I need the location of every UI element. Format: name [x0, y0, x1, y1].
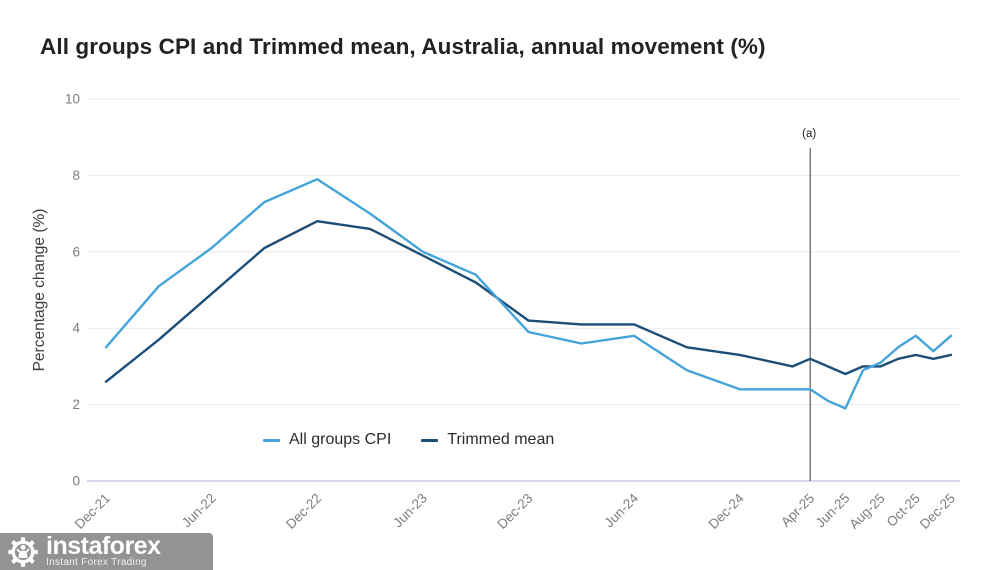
chart-title: All groups CPI and Trimmed mean, Austral…: [40, 34, 766, 59]
y-axis-title: Percentage change (%): [31, 209, 48, 372]
x-tick-label: Aug-25: [846, 491, 887, 532]
x-tick-label: Jun-25: [813, 491, 853, 531]
cpi-legend-label: All groups CPI: [289, 431, 392, 448]
x-tick-label: Dec-24: [705, 490, 747, 532]
legend-item-trimmed-mean: Trimmed mean: [421, 431, 554, 449]
y-tick-label: 2: [72, 397, 80, 412]
instaforex-watermark: instaforex Instant Forex Trading: [0, 533, 213, 570]
y-tick-label: 4: [72, 321, 80, 336]
instaforex-watermark-text: instaforex Instant Forex Trading: [46, 532, 161, 569]
y-tick-label: 6: [72, 244, 80, 259]
x-tick-label: Jun-23: [390, 491, 430, 531]
chart-legend: All groups CPI Trimmed mean: [263, 431, 554, 449]
legend-item-all-groups-cpi: All groups CPI: [263, 431, 391, 449]
trimmed-mean-legend-swatch: [421, 438, 439, 442]
trimmed-mean-line: [104, 219, 953, 383]
y-tick-label: 0: [72, 474, 80, 489]
y-tick-label: 8: [72, 168, 80, 183]
x-tick-label: Dec-22: [283, 491, 324, 532]
x-tick-label: Dec-23: [494, 491, 535, 532]
instaforex-brand: instaforex: [46, 532, 161, 560]
x-tick-label: Dec-21: [72, 491, 113, 532]
instaforex-tagline: Instant Forex Trading: [46, 557, 147, 568]
trimmed-mean-legend-label: Trimmed mean: [447, 431, 555, 448]
instaforex-gear-logo-icon: [8, 536, 38, 567]
x-tick-label: Oct-25: [884, 491, 923, 530]
x-tick-label: Dec-25: [917, 491, 958, 532]
x-tick-label: Jun-22: [179, 491, 219, 531]
x-tick-label: Apr-25: [778, 491, 817, 530]
annotation-label: (a): [802, 128, 816, 140]
all-groups-cpi-line: [104, 177, 953, 410]
y-tick-label: 10: [65, 92, 80, 107]
cpi-legend-swatch: [263, 438, 280, 442]
x-tick-label: Jun-24: [601, 490, 641, 530]
